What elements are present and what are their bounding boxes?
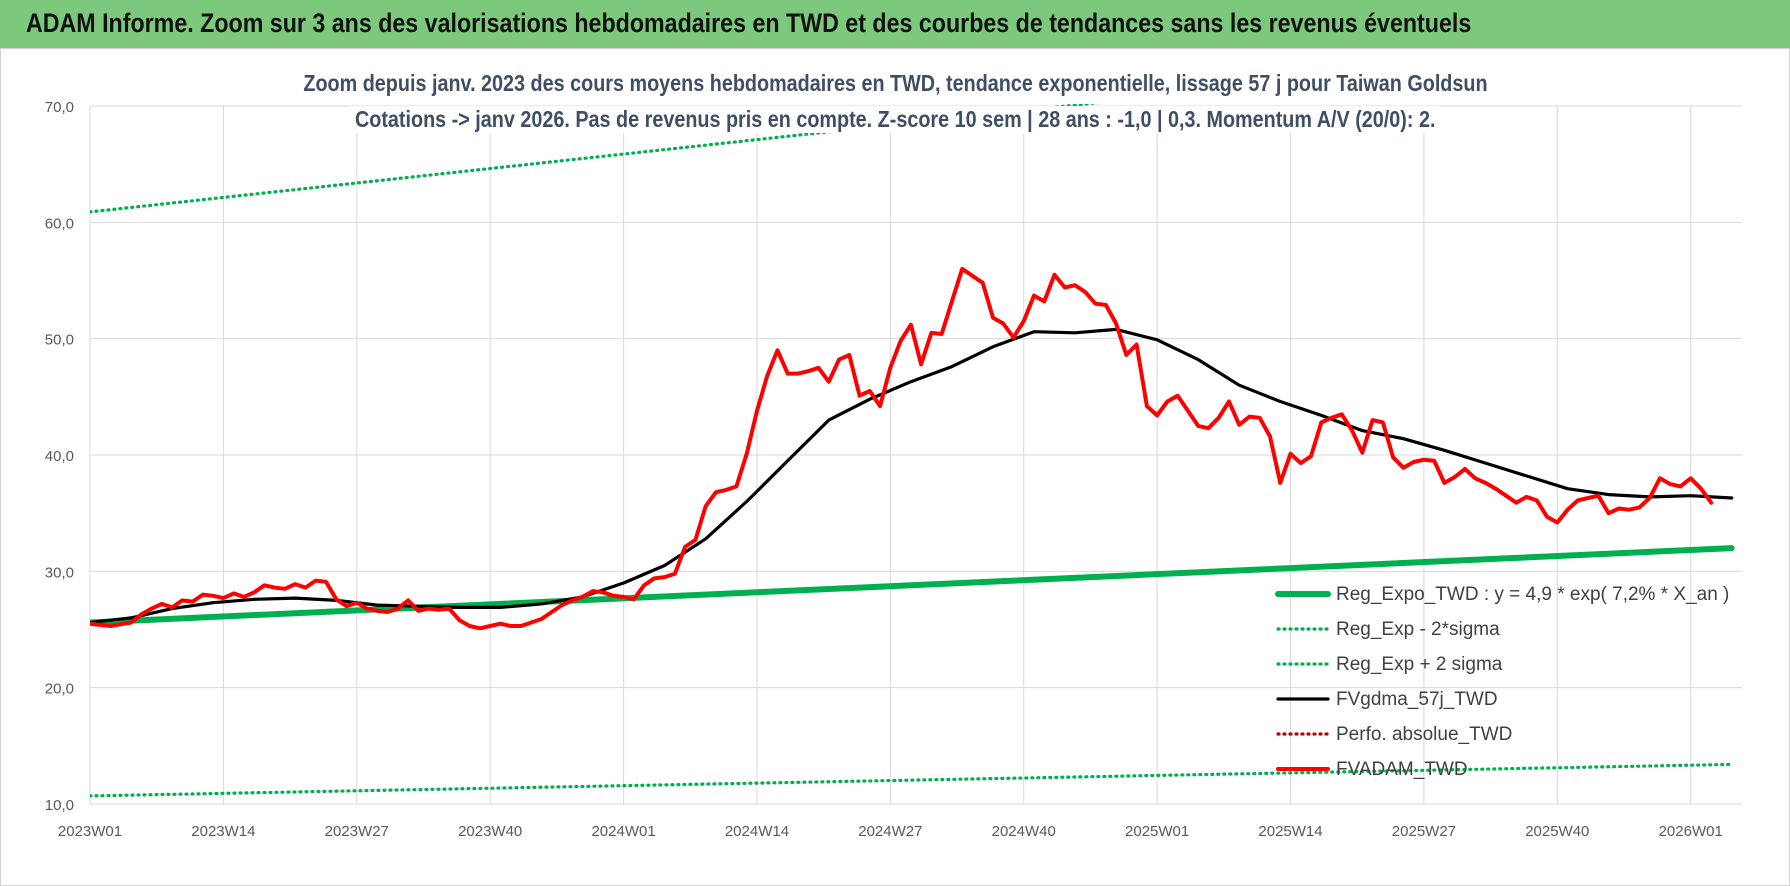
x-tick-label: 2024W14	[725, 823, 789, 840]
y-tick-label: 50,0	[45, 332, 74, 349]
legend-label: FVgdma_57j_TWD	[1336, 689, 1498, 710]
axis-labels: 10,0 20,0 30,0 40,0 50,0 60,0 70,0 2023W01 2023W…	[45, 99, 1723, 840]
y-tick-label: 20,0	[45, 681, 74, 698]
chart-subtitle: Cotations -> janv 2026. Pas de revenus p…	[349, 106, 1441, 133]
x-tick-label: 2024W40	[992, 823, 1056, 840]
x-tick-label: 2024W27	[858, 823, 922, 840]
legend: Reg_Expo_TWD : y = 4,9 * exp( 7,2% * X_a…	[1275, 584, 1729, 780]
series-line-5	[90, 266, 1714, 631]
y-tick-label: 40,0	[45, 448, 74, 465]
series-line-1	[90, 762, 1734, 798]
x-tick-label: 2026W01	[1659, 823, 1723, 840]
y-tick-label: 60,0	[45, 215, 74, 232]
chart-title-line: Zoom depuis janv. 2023 des cours moyens …	[0, 70, 1790, 97]
x-tick-label: 2023W40	[458, 823, 522, 840]
y-tick-label: 30,0	[45, 564, 74, 581]
page-title: ADAM Informe. Zoom sur 3 ans des valoris…	[26, 8, 1472, 38]
header-banner: ADAM Informe. Zoom sur 3 ans des valoris…	[0, 0, 1790, 49]
legend-label: Reg_Exp + 2 sigma	[1336, 654, 1503, 675]
chart-title: Zoom depuis janv. 2023 des cours moyens …	[297, 70, 1493, 97]
x-tick-label: 2023W01	[58, 823, 122, 840]
x-tick-label: 2025W40	[1525, 823, 1589, 840]
x-tick-label: 2023W27	[325, 823, 389, 840]
legend-label: Perfo. absolue_TWD	[1336, 724, 1512, 745]
y-tick-label: 10,0	[45, 797, 74, 814]
series-line-2	[90, 104, 1101, 214]
legend-label: Reg_Exp - 2*sigma	[1336, 619, 1500, 640]
chart-subtitle-line: Cotations -> janv 2026. Pas de revenus p…	[0, 106, 1790, 133]
x-tick-label: 2025W14	[1258, 823, 1322, 840]
y-tick-label: 70,0	[45, 99, 74, 116]
x-tick-label: 2024W01	[591, 823, 655, 840]
series-line-0	[90, 545, 1735, 626]
legend-label: Reg_Expo_TWD : y = 4,9 * exp( 7,2% * X_a…	[1336, 584, 1729, 605]
x-tick-label: 2025W27	[1392, 823, 1456, 840]
x-tick-label: 2023W14	[191, 823, 255, 840]
x-tick-label: 2025W01	[1125, 823, 1189, 840]
legend-label: FVADAM_TWD	[1336, 759, 1468, 780]
series-group	[90, 104, 1735, 798]
series-line-3	[90, 327, 1734, 625]
